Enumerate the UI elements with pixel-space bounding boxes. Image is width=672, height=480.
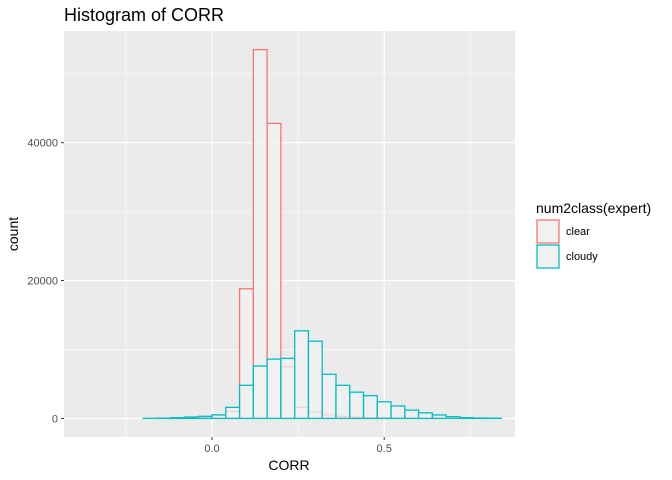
legend-key-clear <box>536 219 560 244</box>
series-cloudy-bars <box>142 330 502 420</box>
histogram-bar-cloudy <box>390 405 406 420</box>
histogram-bar-clear <box>252 48 268 420</box>
histogram-bar-cloudy <box>225 406 241 420</box>
y-tick-label: 0 <box>52 413 58 425</box>
y-tick-label: 40000 <box>27 138 58 150</box>
histogram-bar-cloudy <box>294 330 310 420</box>
histogram-bar-cloudy <box>349 391 365 420</box>
histogram-bar-cloudy <box>445 416 461 420</box>
legend-key-cloudy <box>536 244 560 269</box>
histogram-bar-cloudy <box>335 384 351 420</box>
histogram-bar-cloudy <box>376 401 392 420</box>
histogram-bar-cloudy <box>252 365 268 420</box>
histogram-bar-cloudy <box>211 414 227 420</box>
histogram-bar-cloudy <box>197 415 213 420</box>
histogram-bar-cloudy <box>280 357 296 420</box>
minor-gridlines <box>64 31 515 437</box>
legend-title: num2class(expert) <box>536 200 651 216</box>
histogram-bar-cloudy <box>307 340 323 420</box>
legend-item-cloudy: cloudy <box>536 244 598 269</box>
chart-title: Histogram of CORR <box>64 5 224 25</box>
x-tick-label: 0.0 <box>204 443 219 455</box>
histogram-bar-cloudy <box>183 416 199 420</box>
x-tick-label: 0.5 <box>377 443 392 455</box>
y-axis: 0 20000 40000 <box>27 138 64 425</box>
x-axis-title: CORR <box>268 457 309 473</box>
histogram-bar-cloudy <box>238 384 255 420</box>
legend: num2class(expert) clear cloudy <box>536 200 651 269</box>
histogram-bar-cloudy <box>431 414 447 420</box>
y-axis-title: count <box>5 217 21 251</box>
y-tick-label: 20000 <box>27 276 58 288</box>
histogram-bar-cloudy <box>266 358 282 420</box>
histogram-bar-cloudy <box>459 417 475 420</box>
histogram-bar-cloudy <box>417 412 434 420</box>
histogram-bar-cloudy <box>404 409 420 420</box>
histogram-bar-cloudy <box>321 373 337 420</box>
legend-label-clear: clear <box>566 226 590 238</box>
legend-label-cloudy: cloudy <box>566 251 598 263</box>
legend-item-clear: clear <box>536 219 590 244</box>
x-axis: 0.0 0.5 <box>204 437 392 455</box>
histogram-bar-cloudy <box>362 394 378 420</box>
histogram-bar-cloudy <box>170 417 186 420</box>
